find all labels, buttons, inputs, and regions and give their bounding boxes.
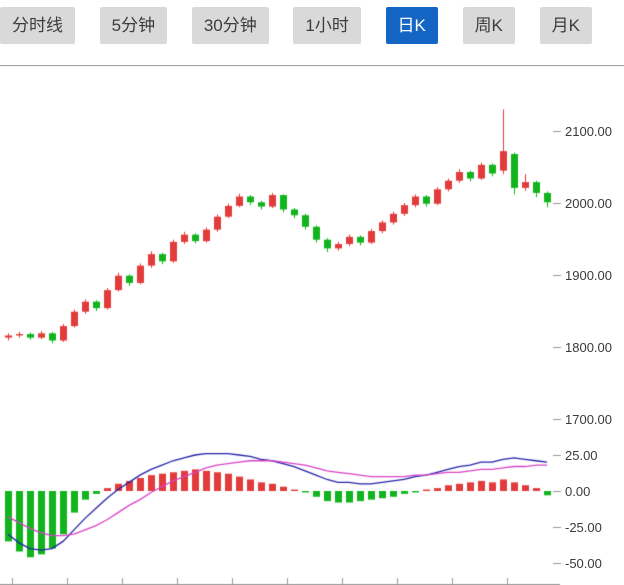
candlestick-macd-canvas[interactable] <box>0 65 624 585</box>
price-axis-label: 1700.00 <box>565 412 612 427</box>
macd-axis-label: -50.00 <box>565 556 602 571</box>
price-axis-label: 1900.00 <box>565 268 612 283</box>
price-axis-label: 1800.00 <box>565 340 612 355</box>
tab-5min[interactable]: 5分钟 <box>99 7 168 44</box>
tab-1hour[interactable]: 1小时 <box>293 7 361 44</box>
macd-axis-label: 25.00 <box>565 448 598 463</box>
tab-daily-k[interactable]: 日K <box>385 7 438 44</box>
tab-monthly-k[interactable]: 月K <box>539 7 592 44</box>
macd-axis-label: -25.00 <box>565 520 602 535</box>
price-axis-label: 2100.00 <box>565 124 612 139</box>
tab-weekly-k[interactable]: 周K <box>462 7 515 44</box>
timeframe-toolbar: 分时线 5分钟 30分钟 1小时 日K 周K 月K <box>0 7 624 44</box>
price-axis-label: 2000.00 <box>565 196 612 211</box>
tab-timeline[interactable]: 分时线 <box>0 7 75 44</box>
macd-axis-label: 0.00 <box>565 484 591 499</box>
tab-30min[interactable]: 30分钟 <box>191 7 269 44</box>
